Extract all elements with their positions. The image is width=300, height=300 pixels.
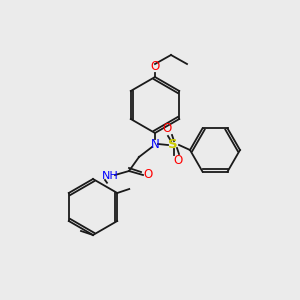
- Text: N: N: [151, 137, 159, 151]
- Text: S: S: [168, 139, 178, 152]
- Text: O: O: [173, 154, 183, 167]
- Text: O: O: [143, 169, 153, 182]
- Text: O: O: [162, 122, 172, 136]
- Text: O: O: [150, 61, 160, 74]
- Text: NH: NH: [102, 171, 118, 181]
